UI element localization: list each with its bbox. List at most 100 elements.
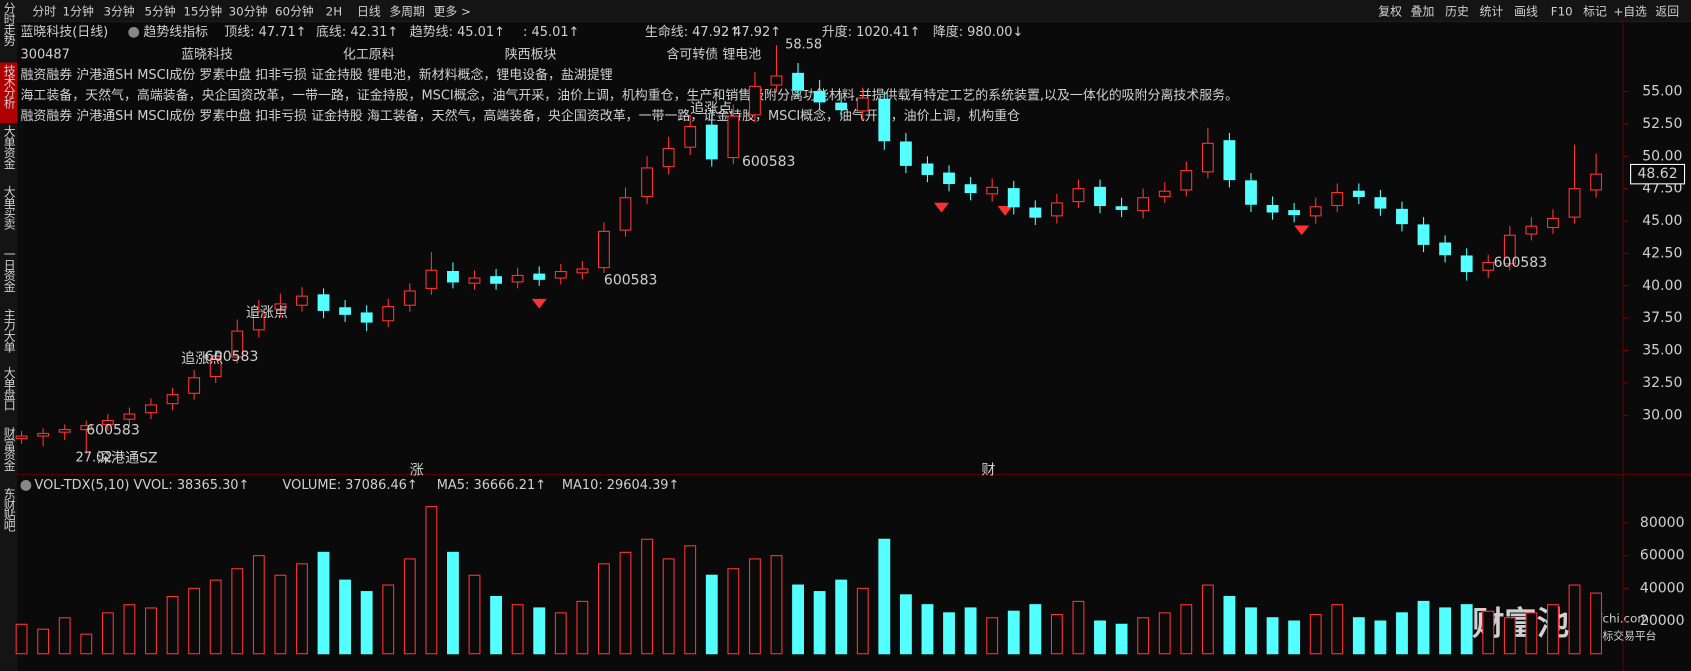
- volume-bar: [382, 584, 395, 655]
- side-tab[interactable]: 主力大单: [2, 308, 16, 353]
- candle-body: [1396, 208, 1408, 225]
- volume-bar: [597, 563, 610, 655]
- toolbar-item[interactable]: 更多 >: [434, 4, 471, 18]
- side-tab[interactable]: 技术分析: [2, 65, 16, 110]
- readout: : 47.92↑: [725, 25, 781, 40]
- volume-bar: [727, 568, 740, 655]
- volume-bar: [921, 604, 934, 655]
- candle-body: [705, 124, 718, 160]
- candle-body: [1568, 188, 1581, 218]
- candle-body: [792, 72, 804, 91]
- toolbar-action[interactable]: F10: [1551, 4, 1573, 18]
- candle-body: [619, 197, 632, 231]
- candle-body: [1417, 224, 1430, 245]
- volume-bar: [662, 558, 675, 655]
- annotation: 600583: [205, 349, 259, 365]
- candle-body: [1288, 210, 1301, 216]
- candle-body: [360, 312, 373, 323]
- candle-body: [166, 394, 179, 405]
- signal-marker: [933, 202, 950, 213]
- candle-body: [684, 125, 697, 148]
- toolbar-action[interactable]: 复权: [1378, 4, 1402, 18]
- volume-bar: [403, 558, 416, 655]
- volume-bar: [1309, 613, 1322, 655]
- volume-bar: [1223, 595, 1236, 655]
- side-tab[interactable]: 大单资金: [2, 125, 16, 169]
- volume-bar: [468, 574, 481, 655]
- toolbar-item[interactable]: 30分钟: [229, 4, 268, 18]
- toolbar-action[interactable]: +自选: [1613, 4, 1647, 18]
- volume-bar: [101, 612, 114, 655]
- toolbar-action[interactable]: 历史: [1445, 4, 1469, 18]
- side-tab[interactable]: 大单盘口: [2, 366, 16, 410]
- side-tab[interactable]: 分时走势: [2, 2, 16, 46]
- volume-bar: [943, 612, 955, 655]
- toolbar-item[interactable]: 2H: [326, 4, 342, 18]
- candle-body: [878, 98, 891, 142]
- toolbar-action[interactable]: 画线: [1514, 4, 1538, 18]
- candle-body: [101, 419, 114, 425]
- volume-bar: [1072, 600, 1085, 655]
- volume-bar: [770, 555, 783, 655]
- volume-bar: [619, 551, 632, 655]
- toolbar-action[interactable]: 返回: [1655, 4, 1679, 18]
- candle-body: [1331, 191, 1344, 207]
- volume-bar: [209, 579, 222, 655]
- stock-info: 蓝晓科技: [181, 48, 233, 63]
- toolbar-item[interactable]: 15分钟: [183, 4, 222, 18]
- toolbar-item[interactable]: 60分钟: [275, 4, 314, 18]
- volume-bar: [1180, 604, 1193, 655]
- toolbar-action[interactable]: 统计: [1480, 4, 1504, 18]
- indicator-icon[interactable]: [128, 26, 140, 38]
- indicator-name: 趋势线指标: [143, 24, 208, 40]
- side-tab[interactable]: 一日资金: [2, 248, 16, 292]
- candle-body: [403, 290, 416, 306]
- candle-body: [641, 167, 653, 197]
- y-tick-label: 60000: [1640, 548, 1685, 564]
- volume-bar: [641, 538, 653, 655]
- candle-body: [58, 429, 71, 433]
- volume-bar: [748, 558, 761, 655]
- low-label: 27.02: [75, 451, 112, 466]
- last-price-box: [1630, 163, 1686, 185]
- annotation: 600583: [86, 422, 140, 438]
- last-price: 48.62: [1638, 166, 1678, 182]
- candle-body: [1137, 197, 1150, 212]
- volume-bar: [274, 574, 287, 655]
- side-tab[interactable]: 大单买卖: [2, 185, 16, 230]
- toolbar-action[interactable]: 叠加: [1411, 4, 1435, 18]
- toolbar-item[interactable]: 多周期: [389, 4, 425, 18]
- concept-line: 融资融券 沪港通SH MSCI成份 罗素中盘 扣非亏损 证金持股 海工装备，天然…: [20, 108, 1020, 124]
- candle-body: [770, 75, 783, 86]
- volume-bar: [1374, 620, 1387, 655]
- toolbar-action[interactable]: 标记: [1583, 4, 1607, 18]
- candle-body: [1374, 197, 1387, 209]
- candle-body: [964, 184, 977, 194]
- side-tab[interactable]: 东财贴吧: [2, 488, 16, 532]
- candle-body: [37, 432, 50, 437]
- toolbar-item[interactable]: 1分钟: [63, 4, 94, 18]
- chart-title: 蓝晓科技(日线): [20, 25, 108, 40]
- volume-bar: [533, 607, 546, 655]
- y-tick-label: 40.00: [1642, 278, 1682, 294]
- volume-bar: [511, 604, 524, 655]
- toolbar-item[interactable]: 日线: [357, 4, 381, 18]
- side-tab[interactable]: 财富资金: [2, 427, 16, 471]
- annotation: 追涨点: [246, 305, 288, 321]
- volume-bar: [1590, 592, 1603, 655]
- volume-bar: [188, 587, 201, 655]
- candle-body: [188, 377, 201, 394]
- volume-bar: [317, 551, 330, 655]
- volume-bar: [1288, 620, 1301, 655]
- toolbar-item[interactable]: 3分钟: [104, 4, 135, 18]
- toolbar-item[interactable]: 5分钟: [145, 4, 176, 18]
- y-tick-label: 30.00: [1642, 407, 1682, 423]
- annotation: 财: [981, 462, 995, 478]
- indicator-icon[interactable]: [20, 480, 32, 491]
- stock-info: 含可转债 锂电池: [666, 47, 761, 63]
- toolbar-item[interactable]: 分时: [32, 4, 56, 18]
- volume-bar: [123, 604, 136, 655]
- volume-readout: MA10: 29604.39↑: [562, 478, 680, 493]
- candle-body: [1050, 202, 1063, 217]
